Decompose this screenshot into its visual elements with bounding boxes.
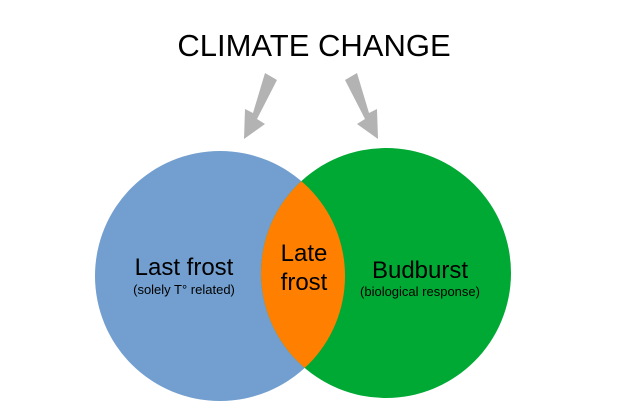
budburst-sublabel: (biological response) (360, 284, 480, 299)
diagram-title: CLIMATE CHANGE (177, 28, 450, 63)
right-arrow-shape (345, 73, 378, 139)
late-frost-label-line1: Late (281, 240, 328, 267)
arrow-down-left-icon (345, 73, 378, 139)
late-frost-overlap (261, 151, 345, 398)
late-frost-label-line2: frost (281, 269, 328, 296)
budburst-label: Budburst (372, 257, 468, 284)
last-frost-sublabel: (solely T° related) (133, 282, 235, 297)
left-arrow-shape (244, 73, 277, 139)
arrow-down-right-icon (244, 73, 277, 139)
last-frost-label: Last frost (135, 254, 234, 281)
